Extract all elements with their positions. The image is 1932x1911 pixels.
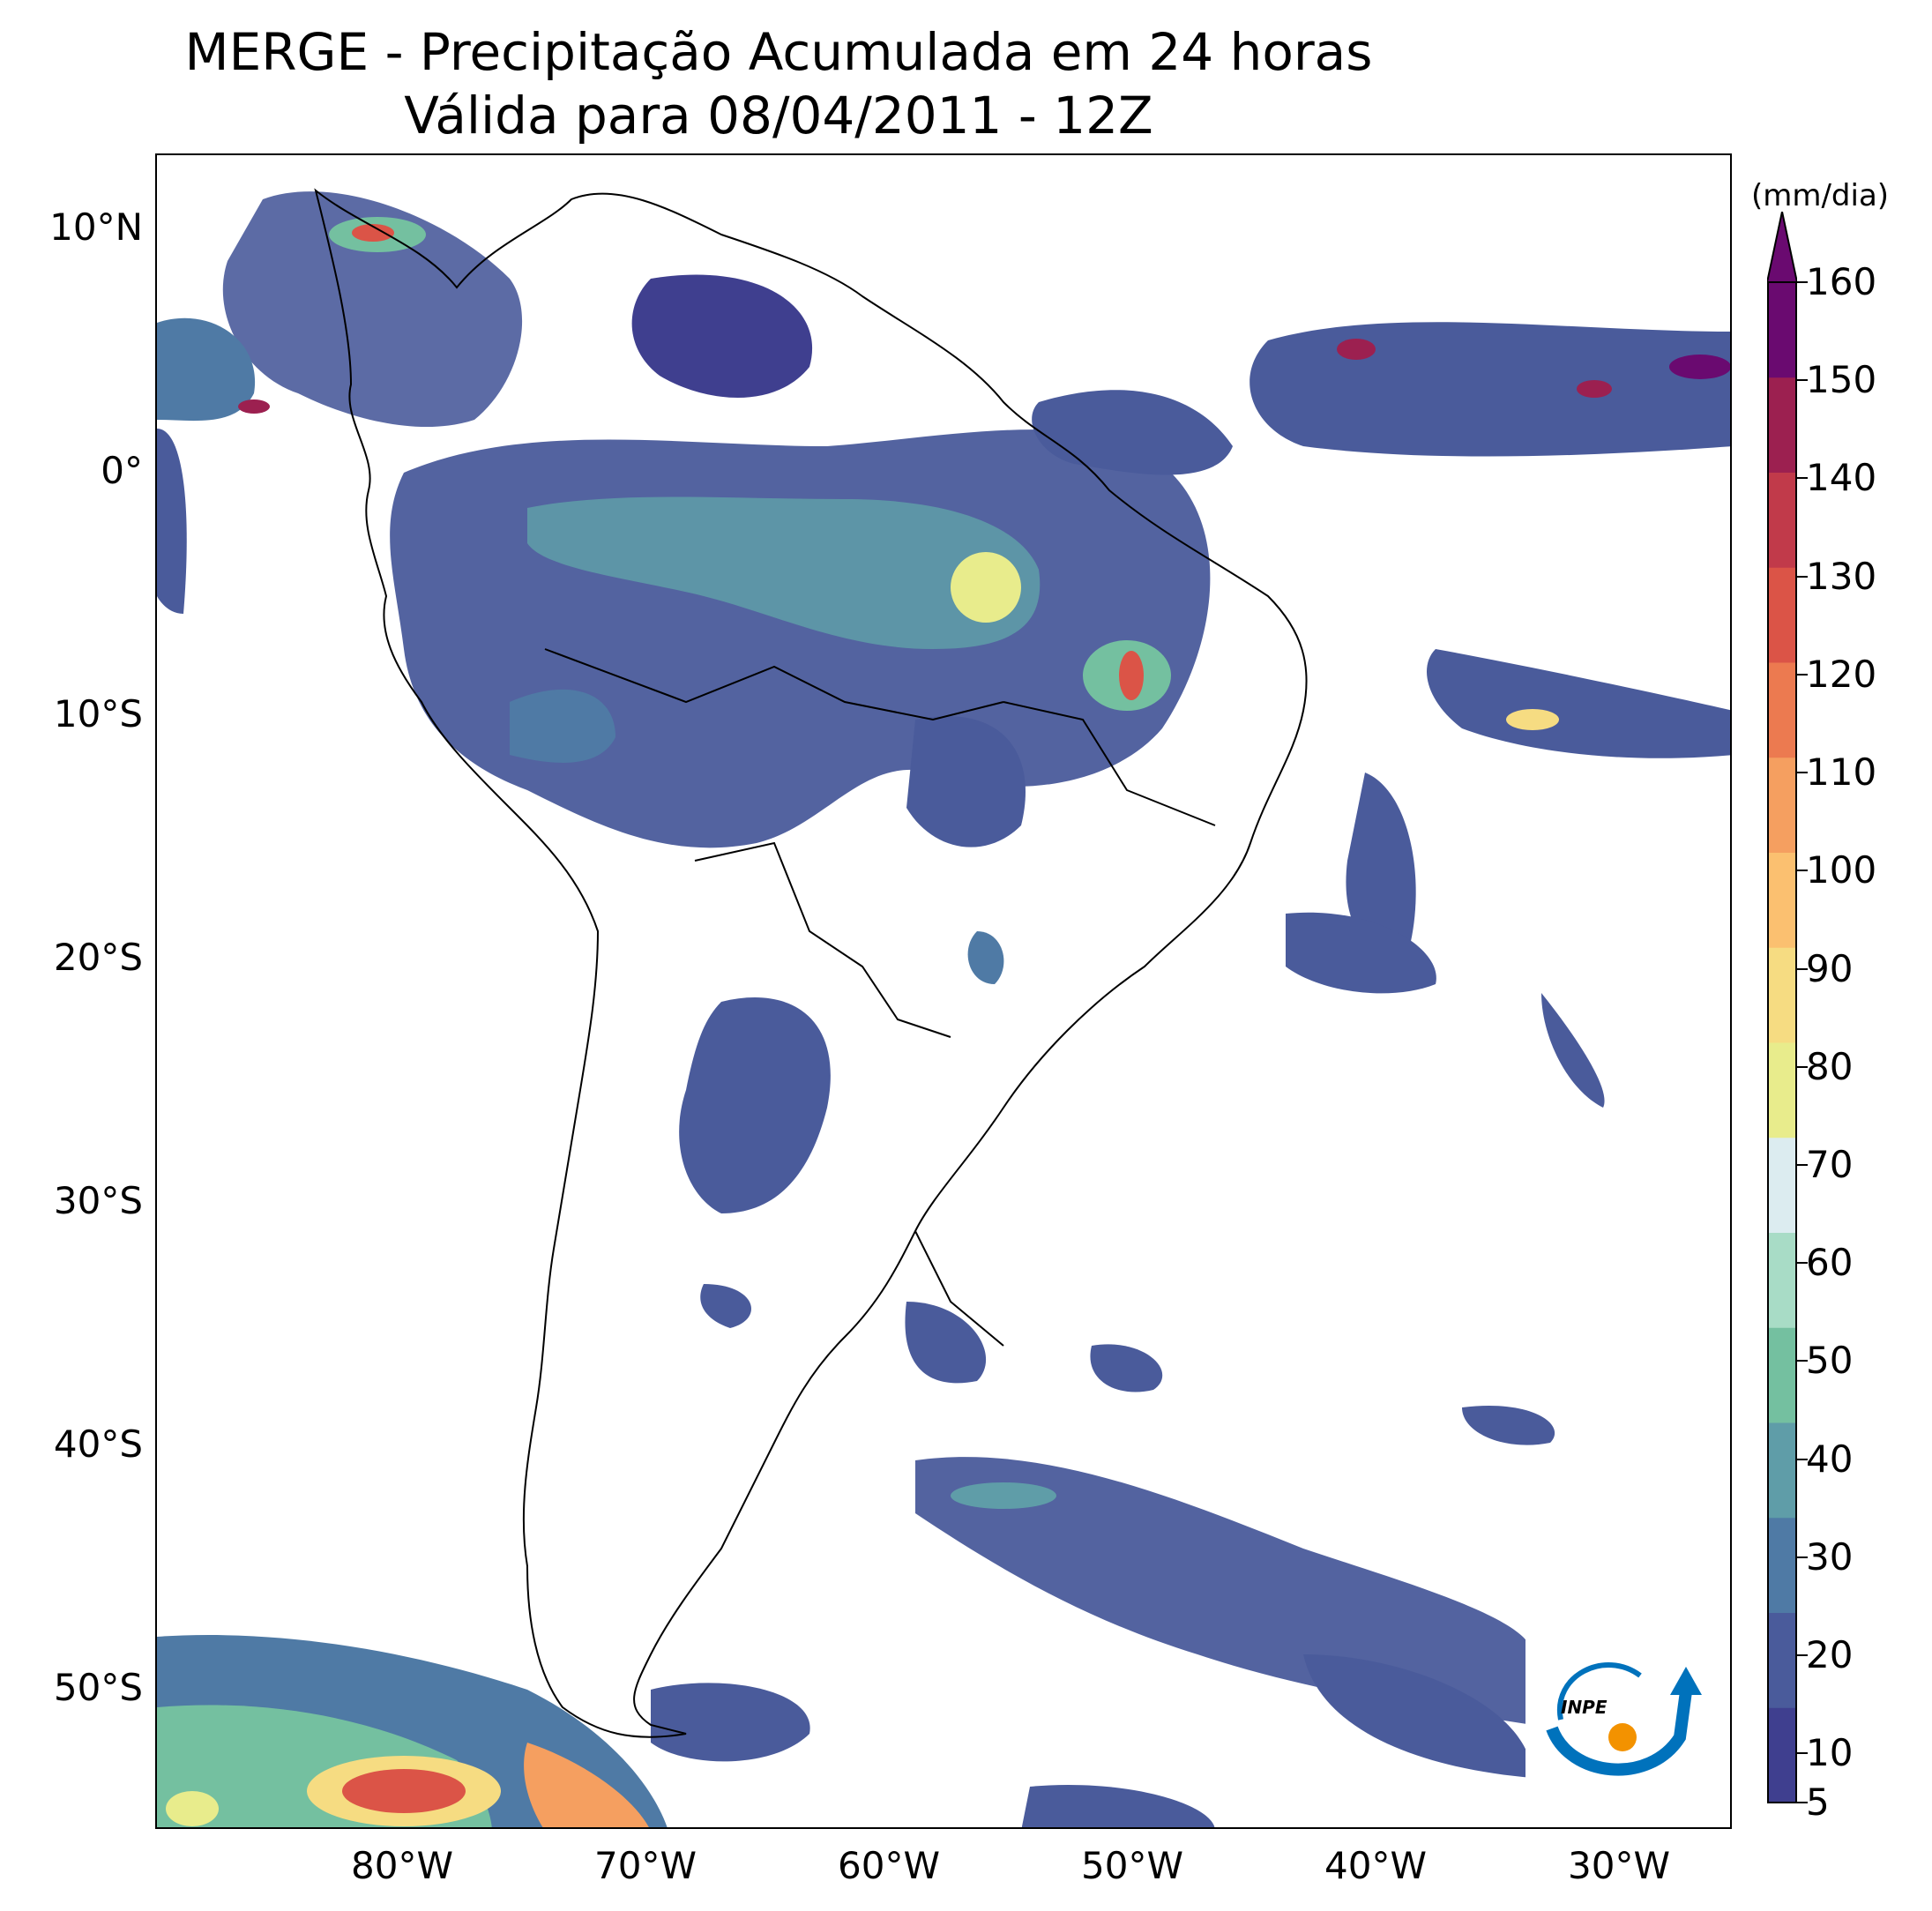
lat-label-50s: 50°S [53, 1666, 143, 1709]
colorbar-block [1768, 377, 1796, 473]
lat-label-0: 0° [101, 449, 143, 492]
colorbar-tick-mark [1797, 870, 1808, 872]
colorbar-block [1768, 1612, 1796, 1708]
colorbar-tick-mark [1797, 1556, 1808, 1558]
colorbar-tick-mark [1797, 772, 1808, 774]
colorbar-block [1768, 1137, 1796, 1233]
chart-title-line1: MERGE - Precipitação Acumulada em 24 hor… [184, 22, 1373, 82]
colorbar-block [1768, 1517, 1796, 1613]
colorbar-tick-label: 120 [1806, 652, 1877, 696]
colorbar-tick-mark [1797, 967, 1808, 970]
colorbar-tick-mark [1797, 1458, 1808, 1460]
lat-label-10n: 10°N [49, 205, 143, 249]
colorbar-tick-label: 20 [1806, 1633, 1854, 1677]
colorbar-tick-label: 150 [1806, 358, 1877, 402]
colorbar-tick-label: 100 [1806, 848, 1877, 892]
inpe-logo-text: INPE [1561, 1697, 1608, 1718]
lon-label-30w: 30°W [1568, 1844, 1670, 1887]
colorbar-tick-mark [1797, 281, 1808, 283]
colorbar-block [1768, 282, 1796, 378]
colorbar-tick-label: 10 [1806, 1731, 1854, 1775]
colorbar-tick-mark [1797, 1065, 1808, 1068]
colorbar-block [1768, 1422, 1796, 1519]
colorbar-tick-label: 140 [1806, 456, 1877, 500]
colorbar-tick-mark [1797, 379, 1808, 382]
lat-label-10s: 10°S [53, 692, 143, 735]
lon-label-70w: 70°W [594, 1844, 697, 1887]
colorbar-unit: (mm/dia) [1750, 178, 1890, 213]
colorbar-blocks [1768, 282, 1796, 1803]
colorbar-tick-mark [1797, 575, 1808, 578]
colorbar-tick-mark [1797, 1164, 1808, 1167]
colorbar-block [1768, 567, 1796, 663]
colorbar-tick-label: 130 [1806, 554, 1877, 598]
coastlines-borders [314, 188, 1308, 1738]
colorbar-tick-mark [1797, 1752, 1808, 1755]
colorbar [1767, 212, 1797, 1803]
precipitation-map [155, 153, 1732, 1829]
precip-fields [157, 191, 1730, 1827]
colorbar-block [1768, 472, 1796, 568]
lat-label-20s: 20°S [53, 936, 143, 979]
lon-label-40w: 40°W [1324, 1844, 1427, 1887]
inpe-logo-graphic: INPE [1546, 1662, 1702, 1776]
colorbar-tick-mark [1797, 1262, 1808, 1265]
colorbar-tick-label: 90 [1806, 946, 1854, 990]
colorbar-block [1768, 757, 1796, 853]
colorbar-extend-arrow [1767, 212, 1797, 283]
colorbar-tick-label: 30 [1806, 1534, 1854, 1579]
colorbar-tick-label: 50 [1806, 1339, 1854, 1383]
colorbar-tick-label: 160 [1806, 260, 1877, 303]
colorbar-block [1768, 1327, 1796, 1423]
chart-title-line2: Válida para 08/04/2011 - 12Z [404, 86, 1153, 146]
colorbar-block [1768, 1232, 1796, 1328]
lat-label-30s: 30°S [53, 1179, 143, 1222]
colorbar-tick-mark [1797, 477, 1808, 480]
colorbar-tick-label: 60 [1806, 1241, 1854, 1285]
colorbar-tick-label: 40 [1806, 1437, 1854, 1481]
map-svg [157, 188, 1730, 1827]
colorbar-tick-mark [1797, 673, 1808, 676]
lon-label-50w: 50°W [1081, 1844, 1183, 1887]
colorbar-tick-mark [1797, 1360, 1808, 1362]
colorbar-tick-label: 110 [1806, 750, 1877, 795]
colorbar-block [1768, 852, 1796, 948]
colorbar-tick-mark [1797, 1654, 1808, 1657]
colorbar-block [1768, 662, 1796, 758]
inpe-logo: INPE [1525, 1623, 1712, 1795]
colorbar-tick-mark [1797, 1802, 1808, 1803]
colorbar-tick-label: 80 [1806, 1044, 1854, 1088]
colorbar-tick-label: 5 [1806, 1780, 1830, 1824]
lat-label-40s: 40°S [53, 1422, 143, 1466]
lon-label-80w: 80°W [351, 1844, 453, 1887]
colorbar-block [1768, 947, 1796, 1043]
lon-label-60w: 60°W [838, 1844, 940, 1887]
colorbar-block [1768, 1707, 1796, 1803]
colorbar-tick-label: 70 [1806, 1143, 1854, 1187]
colorbar-block [1768, 1042, 1796, 1138]
